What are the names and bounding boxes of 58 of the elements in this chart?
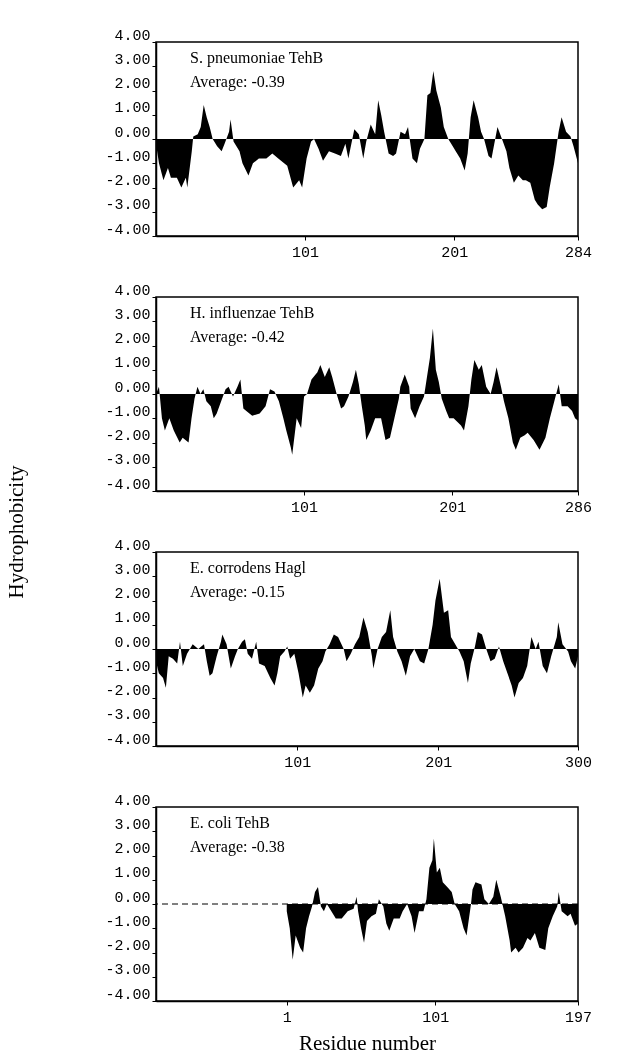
y-tick-label: 2.00 bbox=[114, 331, 151, 348]
x-tick-label: 201 bbox=[441, 244, 469, 262]
y-tick-label: -1.00 bbox=[105, 403, 151, 421]
x-tick-label: 101 bbox=[422, 1009, 450, 1027]
y-tick-label: -3.00 bbox=[105, 962, 151, 980]
x-tick-label: 284 bbox=[564, 244, 593, 262]
y-tick-label: -1.00 bbox=[105, 148, 151, 166]
y-tick-label: 1.00 bbox=[114, 100, 151, 118]
x-tick-label: 101 bbox=[291, 499, 319, 517]
x-tick-label: 101 bbox=[292, 244, 320, 262]
y-tick-label: -2.00 bbox=[105, 938, 151, 955]
y-tick-label: 1.00 bbox=[114, 610, 151, 628]
y-tick-label: 0.00 bbox=[114, 634, 151, 652]
annotation: Average: -0.38 bbox=[190, 838, 285, 856]
y-tick-label: 2.00 bbox=[114, 76, 151, 93]
y-tick-label: -3.00 bbox=[105, 707, 151, 725]
y-tick-label: 4.00 bbox=[114, 792, 151, 810]
y-tick-label: 0.00 bbox=[114, 124, 151, 142]
y-tick-label: 3.00 bbox=[114, 816, 151, 834]
y-tick-label: 3.00 bbox=[114, 561, 151, 579]
y-tick-label: 3.00 bbox=[114, 51, 151, 69]
y-tick-label: -2.00 bbox=[105, 428, 151, 445]
y-tick-label: -2.00 bbox=[105, 683, 151, 700]
annotation: Average: -0.39 bbox=[190, 73, 285, 91]
x-tick-label: 201 bbox=[439, 499, 467, 517]
y-tick-label: -1.00 bbox=[105, 913, 151, 931]
x-axis-title: Residue number bbox=[298, 1030, 437, 1055]
x-tick-label: 286 bbox=[564, 499, 593, 517]
y-tick-label: 1.00 bbox=[114, 355, 151, 373]
annotation: H. influenzae TehB bbox=[190, 304, 315, 321]
y-axis-title: Hydrophobicity bbox=[3, 465, 28, 599]
annotation: S. pneumoniae TehB bbox=[190, 49, 324, 67]
y-tick-label: 1.00 bbox=[114, 865, 151, 883]
y-tick-label: -3.00 bbox=[105, 197, 151, 215]
x-tick-label: 1 bbox=[282, 1009, 292, 1027]
y-tick-label: -1.00 bbox=[105, 658, 151, 676]
annotation: Average: -0.42 bbox=[190, 328, 285, 346]
x-tick-label: 101 bbox=[284, 754, 312, 772]
y-tick-label: 4.00 bbox=[114, 282, 151, 300]
annotation: Average: -0.15 bbox=[190, 583, 285, 601]
y-tick-label: 2.00 bbox=[114, 586, 151, 603]
y-tick-label: 2.00 bbox=[114, 841, 151, 858]
y-tick-label: -2.00 bbox=[105, 173, 151, 190]
x-tick-label: 300 bbox=[564, 754, 593, 772]
y-tick-label: -4.00 bbox=[105, 221, 151, 239]
y-tick-label: 3.00 bbox=[114, 306, 151, 324]
y-tick-label: -4.00 bbox=[105, 986, 151, 1004]
x-tick-label: 197 bbox=[564, 1009, 593, 1027]
y-tick-label: 0.00 bbox=[114, 379, 151, 397]
y-tick-label: -3.00 bbox=[105, 452, 151, 470]
y-tick-label: 4.00 bbox=[114, 27, 151, 45]
annotation: E. corrodens Hagl bbox=[190, 559, 307, 577]
y-tick-label: -4.00 bbox=[105, 731, 151, 749]
y-tick-label: -4.00 bbox=[105, 476, 151, 494]
y-tick-label: 0.00 bbox=[114, 889, 151, 907]
y-tick-label: 4.00 bbox=[114, 537, 151, 555]
x-tick-label: 201 bbox=[425, 754, 453, 772]
annotation: E. coli TehB bbox=[190, 814, 270, 831]
